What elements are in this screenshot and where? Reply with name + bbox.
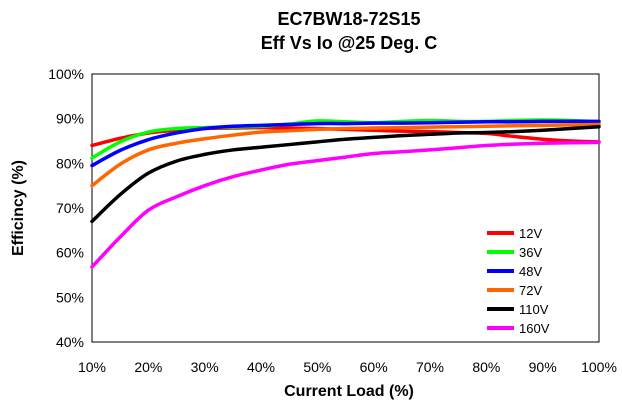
y-tick-label: 50% xyxy=(56,289,84,305)
x-axis-ticks: 10% 20% 30% 40% 50% 60% 70% 80% 90% 100% xyxy=(78,359,617,375)
x-tick-label: 40% xyxy=(247,359,275,375)
x-axis-label: Current Load (%) xyxy=(284,383,414,400)
y-tick-label: 60% xyxy=(56,245,84,261)
x-tick-label: 100% xyxy=(581,359,617,375)
y-tick-label: 40% xyxy=(56,334,84,350)
x-tick-label: 20% xyxy=(134,359,162,375)
y-tick-label: 100% xyxy=(48,66,84,82)
plot-area xyxy=(91,73,600,343)
legend-label: 110V xyxy=(519,302,549,317)
x-tick-label: 60% xyxy=(360,359,388,375)
x-tick-label: 10% xyxy=(78,359,106,375)
x-tick-label: 50% xyxy=(303,359,331,375)
series-line-48v xyxy=(90,119,601,168)
legend-label: 36V xyxy=(519,245,542,260)
x-tick-label: 70% xyxy=(416,359,444,375)
legend-label: 160V xyxy=(519,321,550,336)
y-tick-label: 70% xyxy=(56,200,84,216)
chart-subtitle: Eff Vs Io @25 Deg. C xyxy=(261,33,438,53)
series-line-160v xyxy=(90,140,601,269)
y-tick-label: 80% xyxy=(56,155,84,171)
legend: 12V 36V 48V 72V 110V 160V xyxy=(487,226,550,336)
x-tick-label: 80% xyxy=(472,359,500,375)
legend-label: 72V xyxy=(519,283,542,298)
x-tick-label: 30% xyxy=(191,359,219,375)
series-line-110v xyxy=(90,124,601,224)
series-lines xyxy=(90,118,601,269)
y-axis-ticks: 40% 50% 60% 70% 80% 90% 100% xyxy=(48,66,84,350)
series-line-72v xyxy=(90,122,601,188)
legend-label: 48V xyxy=(519,264,542,279)
legend-label: 12V xyxy=(519,226,542,241)
x-tick-label: 90% xyxy=(529,359,557,375)
y-axis-label: Efficincy (%) xyxy=(10,160,27,256)
y-tick-label: 90% xyxy=(56,111,84,127)
chart-title: EC7BW18-72S15 xyxy=(277,9,420,29)
